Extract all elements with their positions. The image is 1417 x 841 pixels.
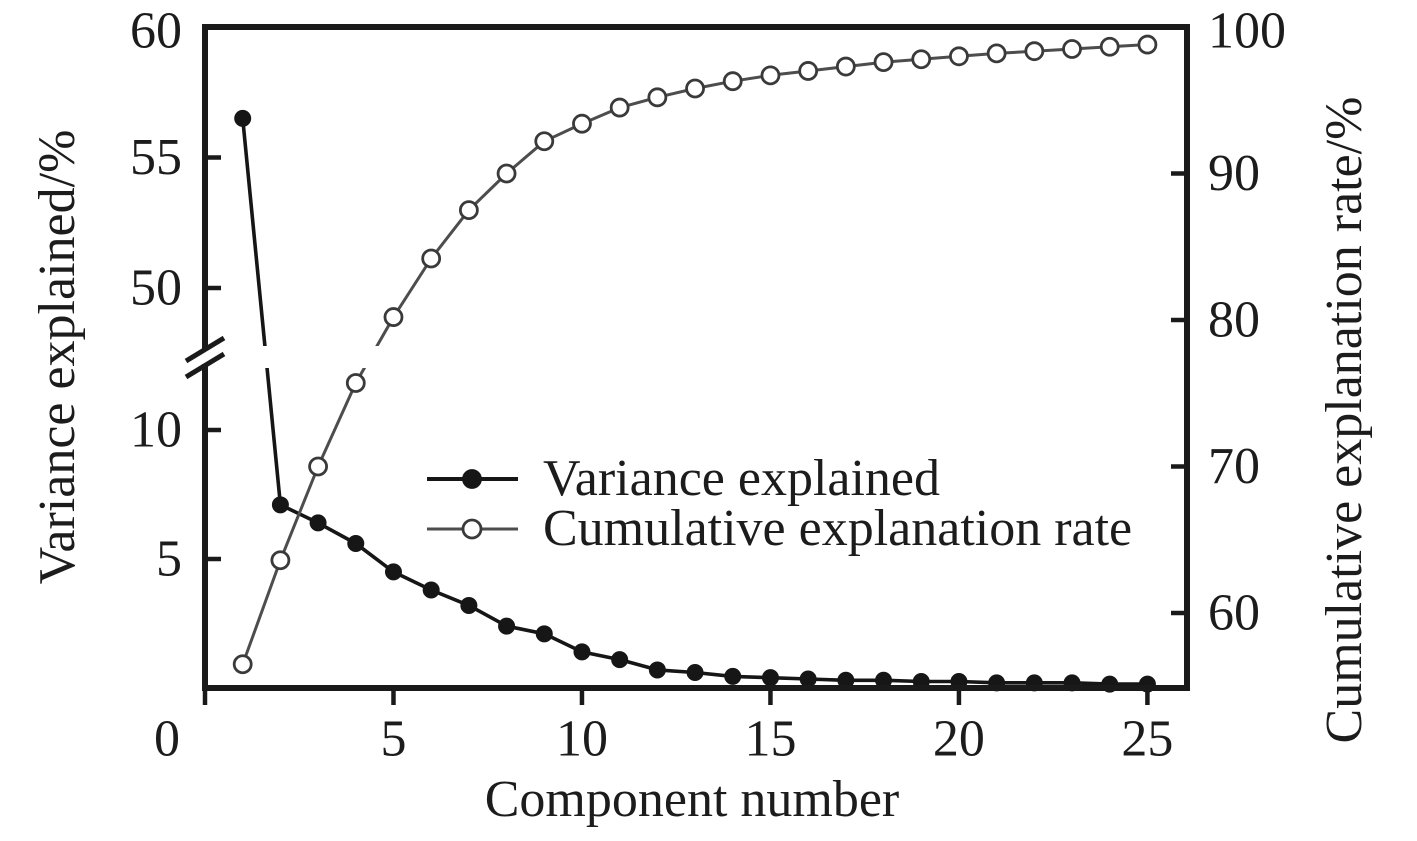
- axis-break-band: [211, 346, 1184, 368]
- cumulative-point: [232, 654, 253, 675]
- left-tick-label: 50: [130, 260, 182, 317]
- legend-label-cumulative: Cumulative explanation rate: [543, 500, 1133, 557]
- variance-legend-marker-icon: [427, 469, 518, 489]
- x-tick-label: 20: [933, 711, 985, 768]
- cumulative-point: [496, 163, 517, 184]
- x-tick-label: 25: [1121, 711, 1173, 768]
- cumulative-point: [1137, 34, 1158, 55]
- legend-item-variance: Variance explained: [425, 450, 1132, 507]
- cumulative-point: [911, 49, 932, 70]
- cumulative-point: [534, 131, 555, 152]
- cumulative-point: [308, 456, 328, 477]
- x-tick-label: 5: [380, 711, 406, 768]
- right-axis-title: Cumulative explanation rate/%: [1316, 96, 1373, 744]
- right-tick-label: 100: [1208, 3, 1286, 60]
- left-tick-label: 60: [130, 3, 182, 60]
- variance-point: [799, 670, 817, 688]
- x-tick-label: 0: [154, 711, 180, 768]
- cumulative-point: [383, 307, 404, 327]
- variance-point: [422, 581, 440, 599]
- cumulative-point: [685, 78, 705, 99]
- variance-point: [234, 109, 252, 127]
- cumulative-point: [873, 52, 894, 73]
- variance-point: [498, 617, 516, 635]
- right-tick-label: 80: [1208, 292, 1260, 349]
- cumulative-point: [421, 248, 442, 269]
- legend-item-cumulative: Cumulative explanation rate: [425, 500, 1133, 557]
- right-tick-label: 90: [1208, 145, 1260, 202]
- variance-point: [648, 661, 666, 679]
- x-tick-label: 15: [744, 711, 796, 768]
- variance-point: [573, 643, 591, 661]
- x-axis-title: Component number: [484, 771, 900, 828]
- cumulative-point: [722, 71, 743, 92]
- cumulative-point: [345, 373, 366, 393]
- variance-point: [271, 496, 289, 514]
- axis-break-icon: [184, 351, 226, 380]
- right-tick-label: 70: [1208, 438, 1260, 495]
- variance-point: [347, 535, 365, 553]
- cumulative-point: [1099, 36, 1120, 57]
- cumulative-point: [572, 113, 592, 134]
- cumulative-point: [835, 56, 856, 77]
- variance-point: [535, 625, 553, 643]
- cumulative-point: [647, 87, 668, 108]
- cumulative-point: [760, 65, 781, 86]
- variance-point: [686, 664, 704, 682]
- cumulative-point: [458, 200, 479, 221]
- variance-line: [240, 118, 1148, 686]
- x-tick-label: 10: [556, 711, 608, 768]
- variance-point: [724, 667, 742, 685]
- variance-point: [761, 669, 779, 687]
- cumulative-point: [798, 61, 819, 81]
- variance-point: [611, 651, 629, 669]
- variance-point: [384, 563, 402, 581]
- left-tick-label: 5: [156, 531, 182, 588]
- cumulative-point: [1062, 39, 1082, 59]
- left-tick-label: 55: [130, 129, 182, 186]
- variance-point: [460, 596, 478, 614]
- legend-label-variance: Variance explained: [543, 450, 941, 507]
- variance-point: [309, 514, 327, 532]
- cumulative-point: [1024, 41, 1045, 62]
- axis-break-icon: [184, 335, 226, 364]
- right-tick-label: 60: [1208, 585, 1260, 642]
- cumulative-point: [986, 43, 1007, 64]
- cumulative-point: [949, 46, 969, 67]
- cumulative-point: [609, 97, 630, 118]
- left-axis-title: Variance explained/%: [29, 129, 86, 585]
- cumulative-point: [270, 550, 291, 571]
- legend: Variance explained Cumulative explanatio…: [425, 450, 1133, 557]
- cumulative-legend-marker-icon: [427, 518, 518, 540]
- left-tick-label: 10: [130, 402, 182, 459]
